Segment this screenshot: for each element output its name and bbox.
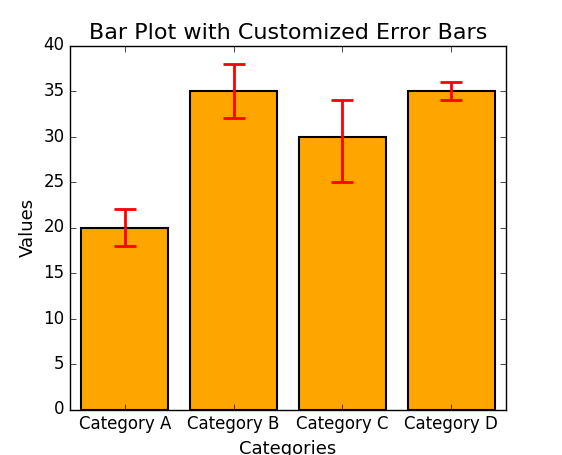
Bar: [299, 136, 386, 410]
X-axis label: Categories: Categories: [239, 440, 337, 455]
Bar: [81, 228, 168, 410]
Title: Bar Plot with Customized Error Bars: Bar Plot with Customized Error Bars: [89, 23, 487, 43]
Bar: [190, 91, 277, 410]
Y-axis label: Values: Values: [19, 198, 37, 257]
Bar: [408, 91, 495, 410]
